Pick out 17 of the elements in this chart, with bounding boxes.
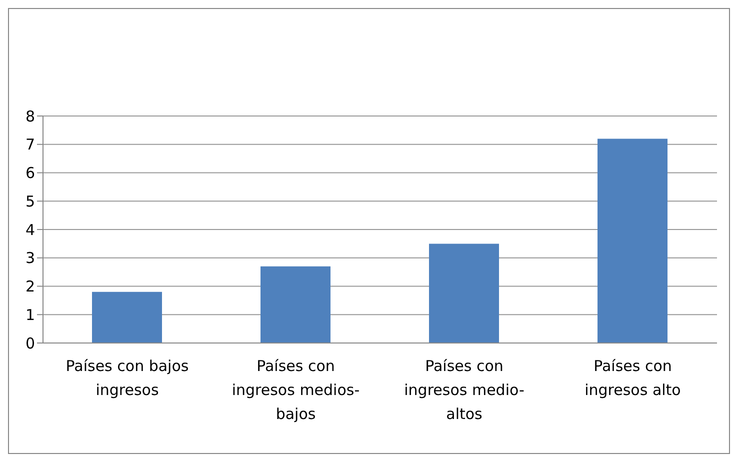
x-tick-label: Países con ingresos medio-altos — [404, 357, 524, 423]
y-tick-label: 2 — [25, 278, 35, 296]
y-tick-label: 3 — [25, 249, 35, 268]
bar — [260, 266, 330, 343]
y-tick-label: 6 — [25, 164, 35, 182]
x-tick-label: Países con ingresos alto — [584, 357, 681, 399]
x-tick-label: Países con bajos ingresos — [66, 357, 189, 399]
x-tick-label: Países con ingresos medios-bajos — [232, 357, 360, 423]
y-tick-label: 0 — [25, 334, 35, 352]
y-tick-label: 5 — [25, 192, 35, 210]
y-tick-label: 7 — [25, 136, 35, 154]
bar — [429, 244, 499, 343]
bar — [598, 138, 668, 343]
y-tick-label: 8 — [25, 107, 35, 126]
y-tick-label: 4 — [25, 220, 35, 239]
y-tick-label: 1 — [25, 306, 35, 324]
bar — [92, 292, 162, 343]
